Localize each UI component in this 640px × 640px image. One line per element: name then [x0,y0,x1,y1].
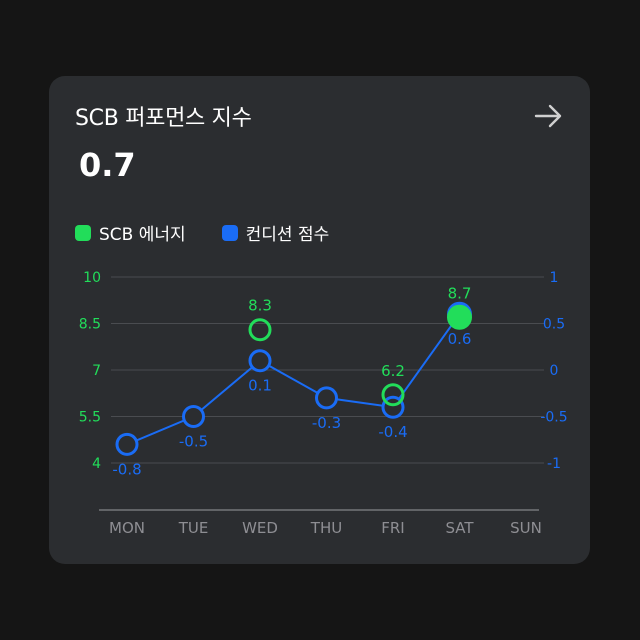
chart-legend: SCB 에너지 컨디션 점수 [75,220,365,245]
condition-data-label: 0.6 [448,330,472,348]
condition-data-label: 0.1 [248,377,272,395]
condition-data-point [315,386,338,410]
energy-data-label: 8.3 [248,297,272,315]
right-axis-tick-label: 0.5 [543,317,565,333]
left-axis-tick-label: 10 [83,270,101,286]
left-axis-tick-label: 5.5 [79,410,101,426]
energy-data-point [447,304,472,330]
x-axis-tick-label: TUE [178,519,209,537]
x-axis-tick-label: WED [242,519,278,537]
legend-swatch-energy [75,224,91,241]
right-axis-tick-label: 0 [550,363,559,379]
energy-data-label: 6.2 [381,362,405,380]
condition-data-label: -0.4 [378,423,407,441]
energy-data-label: 8.7 [448,284,472,302]
legend-item-condition[interactable]: 컨디션 점수 [221,220,330,245]
performance-chart: 10 1 8.5 0.5 7 0 5.5 -0.5 4 -1 MON TUE WED THU FRI SAT S… [79,270,568,537]
card-title: SCB 퍼포먼스 지수 [75,106,252,131]
condition-series-line [126,313,461,446]
right-axis-tick-label: -0.5 [540,410,567,426]
x-axis-tick-label: SAT [445,519,474,537]
condition-data-point [182,405,205,428]
performance-value: 0.7 [79,146,136,184]
legend-item-energy[interactable]: SCB 에너지 [75,220,186,245]
x-axis-tick-label: THU [310,519,342,537]
performance-card: SCB 퍼포먼스 지수 0.7 SCB 에너지 컨디션 점수 10 1 8.5 0.5… [49,76,590,564]
right-axis-tick-label: 1 [550,270,559,286]
legend-swatch-condition [221,224,238,241]
left-axis-tick-label: 7 [92,363,101,379]
x-axis-tick-label: SUN [510,519,542,537]
left-axis-tick-label: 8.5 [79,317,101,333]
arrow-right-icon[interactable] [534,104,564,128]
x-axis-tick-label: MON [109,519,145,537]
condition-data-label: -0.5 [179,433,208,451]
right-axis-tick-label: -1 [547,456,561,472]
left-axis-tick-label: 4 [92,456,101,472]
legend-label-condition: 컨디션 점수 [245,225,330,245]
energy-data-point [248,318,272,342]
condition-data-point [115,432,139,456]
condition-data-label: -0.3 [312,414,341,432]
energy-data-point [381,383,405,407]
condition-data-point [248,349,272,373]
condition-data-label: -0.8 [112,460,141,478]
legend-label-energy: SCB 에너지 [99,225,186,245]
x-axis-tick-label: FRI [381,519,404,537]
